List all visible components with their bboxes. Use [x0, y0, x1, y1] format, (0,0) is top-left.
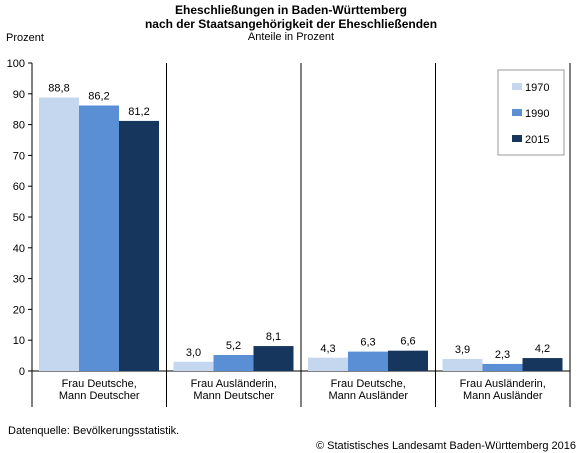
legend-swatch — [512, 135, 522, 142]
data-label: 4,3 — [320, 343, 335, 355]
legend-label: 1990 — [525, 108, 549, 120]
legend-box — [497, 69, 565, 156]
bar — [348, 351, 388, 371]
y-tick-label: 50 — [13, 212, 25, 224]
data-label: 2,3 — [495, 349, 510, 361]
bar — [39, 97, 79, 371]
bar — [522, 358, 563, 371]
legend-swatch — [512, 109, 522, 116]
y-tick-label: 10 — [13, 335, 25, 347]
legend-label: 1970 — [525, 82, 549, 94]
bar — [388, 350, 428, 371]
data-label: 4,2 — [535, 343, 550, 355]
y-tick-label: 30 — [13, 274, 25, 286]
chart-title-line2: nach der Staatsangehörigkeit der Eheschl… — [144, 17, 438, 31]
data-label: 5,2 — [226, 340, 241, 352]
category-label: Mann Deutscher — [59, 390, 140, 402]
bar — [213, 354, 254, 371]
y-tick-label: 20 — [13, 304, 25, 316]
data-label: 86,2 — [88, 91, 109, 103]
category-label: Frau Deutsche, — [62, 378, 137, 390]
category-label: Mann Ausländer — [463, 390, 543, 402]
bar — [79, 105, 119, 371]
data-label: 6,3 — [360, 337, 375, 349]
category-label: Mann Deutscher — [193, 390, 274, 402]
y-tick-label: 90 — [13, 89, 25, 101]
chart-title-line1: Eheschließungen in Baden-Württemberg — [174, 3, 408, 17]
y-tick-label: 70 — [13, 150, 25, 162]
data-label: 88,8 — [48, 82, 69, 94]
chart-subtitle: Anteile in Prozent — [247, 31, 335, 43]
category-label: Frau Ausländerin, — [460, 378, 546, 390]
legend-label: 2015 — [525, 134, 549, 146]
y-tick-label: 40 — [13, 243, 25, 255]
data-label: 81,2 — [128, 106, 149, 118]
data-label: 6,6 — [400, 336, 415, 348]
y-tick-label: 100 — [7, 58, 25, 70]
y-axis-title: Prozent — [6, 32, 44, 44]
data-label: 3,0 — [186, 347, 201, 359]
y-tick-label: 80 — [13, 120, 25, 132]
bar — [119, 120, 159, 372]
data-label: 8,1 — [266, 331, 281, 343]
category-label: Frau Ausländerin, — [191, 378, 277, 390]
data-source-note: Datenquelle: Bevölkerungsstatistik. — [8, 425, 180, 437]
y-tick-label: 0 — [19, 366, 25, 378]
legend-swatch — [512, 83, 522, 90]
copyright-note: © Statistisches Landesamt Baden-Württemb… — [315, 440, 576, 452]
bar — [482, 363, 523, 371]
bar — [308, 357, 348, 371]
bar — [173, 361, 214, 371]
bar — [442, 358, 483, 371]
bar — [253, 346, 294, 371]
category-label: Frau Deutsche, — [331, 378, 406, 390]
y-tick-label: 60 — [13, 181, 25, 193]
category-label: Mann Ausländer — [329, 390, 409, 402]
data-label: 3,9 — [455, 344, 470, 356]
